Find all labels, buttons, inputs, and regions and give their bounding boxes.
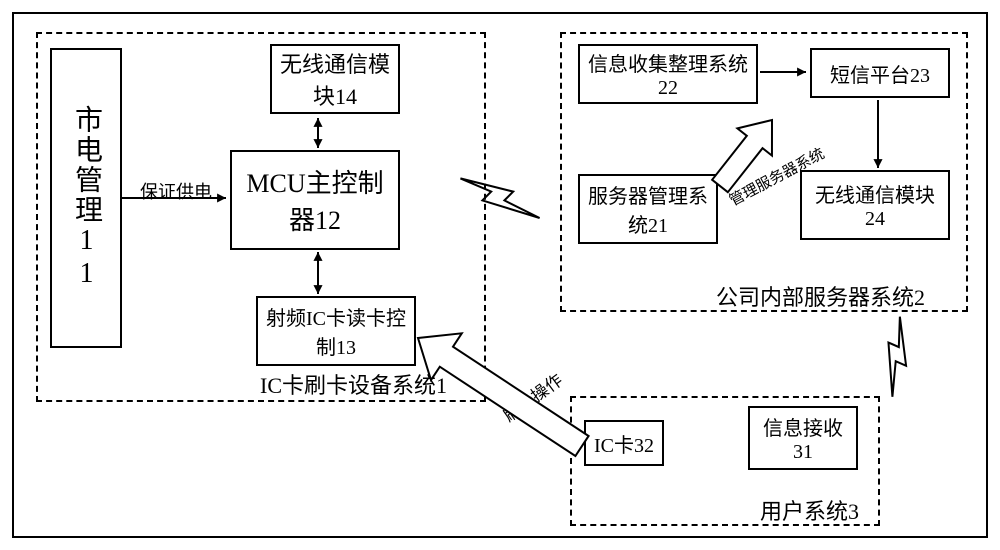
node-11-label: 市电管理11 [66, 105, 106, 291]
node-24-label: 无线通信模块24 [806, 179, 944, 231]
node-wireless-module-14: 无线通信模块14 [270, 44, 400, 114]
node-info-collect-22: 信息收集整理系统22 [578, 44, 758, 104]
node-ic-card-32: IC卡32 [584, 420, 664, 466]
node-32-label: IC卡32 [594, 429, 654, 458]
node-13-label: 射频IC卡读卡控制13 [262, 302, 410, 360]
node-14-label: 无线通信模块14 [276, 47, 394, 111]
node-wireless-module-24: 无线通信模块24 [800, 170, 950, 240]
node-mcu-controller-12: MCU主控制器12 [230, 150, 400, 250]
edge-label-power: 保证供电 [140, 178, 212, 204]
node-sms-platform-23: 短信平台23 [810, 48, 950, 98]
node-23-label: 短信平台23 [830, 59, 930, 88]
node-info-receive-31: 信息接收31 [748, 406, 858, 470]
node-22-label: 信息收集整理系统22 [584, 48, 752, 100]
canvas: IC卡刷卡设备系统1 公司内部服务器系统2 用户系统3 市电管理11 无线通信模… [0, 0, 1000, 550]
node-31-label: 信息接收31 [754, 412, 852, 464]
node-server-mgmt-21: 服务器管理系统21 [578, 174, 718, 244]
group-system1-label: IC卡刷卡设备系统1 [260, 368, 447, 400]
node-mains-power-11: 市电管理11 [50, 48, 122, 348]
node-21-label: 服务器管理系统21 [584, 180, 712, 238]
group-system2-label: 公司内部服务器系统2 [716, 280, 925, 312]
group-system3-label: 用户系统3 [760, 494, 859, 526]
node-rfid-reader-13: 射频IC卡读卡控制13 [256, 296, 416, 366]
node-12-label: MCU主控制器12 [236, 163, 394, 237]
